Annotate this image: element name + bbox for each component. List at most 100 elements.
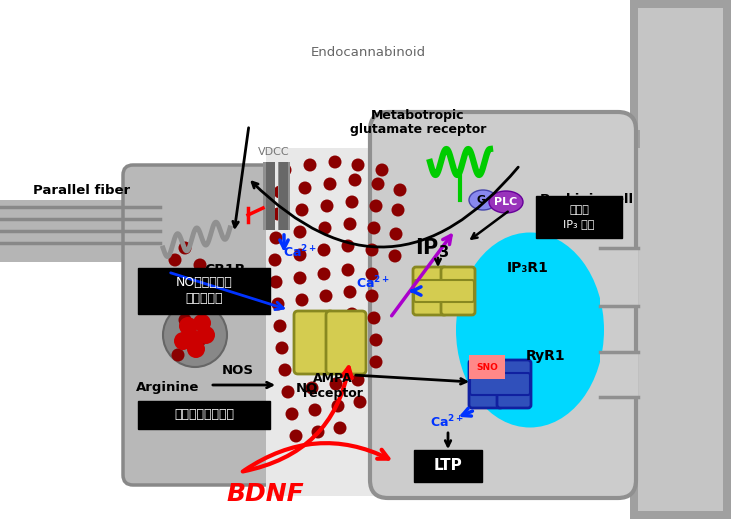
Bar [279,162,288,230]
Text: Metabotropic: Metabotropic [371,108,465,121]
Circle shape [279,163,292,176]
Circle shape [298,316,311,329]
FancyBboxPatch shape [370,112,636,498]
Bar [263,162,275,230]
Circle shape [349,351,363,364]
Circle shape [303,158,317,171]
Circle shape [346,196,358,209]
Circle shape [344,217,357,230]
Circle shape [317,267,330,280]
Circle shape [169,253,181,266]
Circle shape [271,208,284,221]
Circle shape [346,307,358,321]
Circle shape [163,303,227,367]
Circle shape [300,337,312,350]
Ellipse shape [456,233,604,428]
Circle shape [295,203,308,216]
Bar [638,8,723,511]
Circle shape [366,290,379,303]
Circle shape [376,163,388,176]
Text: シナプス機能維持: シナプス機能維持 [174,408,234,421]
Circle shape [352,158,365,171]
Text: IP₃ 産生: IP₃ 産生 [564,219,595,229]
Circle shape [366,267,379,280]
Text: IP₃R1: IP₃R1 [507,261,549,275]
Circle shape [276,342,289,354]
FancyBboxPatch shape [294,311,334,374]
Circle shape [366,243,379,256]
Text: Endocannabinoid: Endocannabinoid [311,46,425,59]
Circle shape [187,340,205,358]
Text: $\mathbf{Ca^{2+}}$: $\mathbf{Ca^{2+}}$ [283,244,317,261]
Circle shape [322,311,335,324]
Text: CB1R: CB1R [204,263,246,277]
Circle shape [298,182,311,195]
Circle shape [341,264,355,277]
FancyBboxPatch shape [469,360,503,408]
Circle shape [324,334,336,347]
Circle shape [295,294,308,307]
Text: LTP: LTP [433,458,463,473]
Circle shape [294,225,306,239]
Circle shape [320,199,333,212]
Circle shape [319,290,333,303]
Circle shape [325,356,338,368]
Circle shape [270,231,282,244]
Text: G: G [477,195,485,205]
Text: RyR1: RyR1 [526,349,566,363]
Text: 頻度依官性: 頻度依官性 [185,292,223,305]
Circle shape [286,407,298,420]
Text: 協同的: 協同的 [569,205,589,215]
Text: receptor: receptor [303,387,363,400]
Circle shape [172,348,184,362]
FancyBboxPatch shape [326,311,366,374]
Circle shape [341,239,355,253]
Text: $\mathbf{Ca^{2+}}$: $\mathbf{Ca^{2+}}$ [356,275,390,291]
Circle shape [344,285,357,298]
Text: NO: NO [296,381,318,394]
Circle shape [308,403,322,417]
Circle shape [330,377,343,390]
Text: NOシグナルの: NOシグナルの [175,276,232,289]
Circle shape [294,249,306,262]
Circle shape [289,430,303,443]
Circle shape [271,297,284,310]
Text: VDCC: VDCC [258,147,289,157]
FancyBboxPatch shape [497,360,531,408]
FancyBboxPatch shape [441,267,475,315]
Circle shape [179,317,197,335]
FancyBboxPatch shape [123,165,398,485]
Bar [595,340,645,405]
Circle shape [368,222,381,235]
Circle shape [189,279,202,292]
Ellipse shape [469,190,497,210]
Circle shape [392,203,404,216]
Circle shape [273,320,287,333]
Circle shape [178,313,192,326]
Circle shape [273,185,287,198]
Bar [0,200,160,262]
Bar [630,0,731,519]
Circle shape [369,356,382,368]
Circle shape [331,400,344,413]
Bar [595,235,645,315]
Circle shape [369,199,382,212]
Circle shape [306,381,319,394]
Text: Arginine: Arginine [136,381,200,394]
Circle shape [178,241,192,254]
Circle shape [301,360,314,373]
FancyBboxPatch shape [536,196,622,238]
Text: SNO: SNO [476,362,498,372]
Circle shape [328,156,341,169]
Circle shape [281,386,295,399]
Circle shape [333,421,346,434]
Circle shape [270,276,282,289]
Circle shape [193,314,211,332]
Text: Parallel fiber: Parallel fiber [34,184,131,198]
Circle shape [317,243,330,256]
Bar [590,130,640,148]
FancyBboxPatch shape [266,148,402,496]
Circle shape [371,177,385,190]
Circle shape [194,258,206,271]
FancyBboxPatch shape [470,373,530,395]
